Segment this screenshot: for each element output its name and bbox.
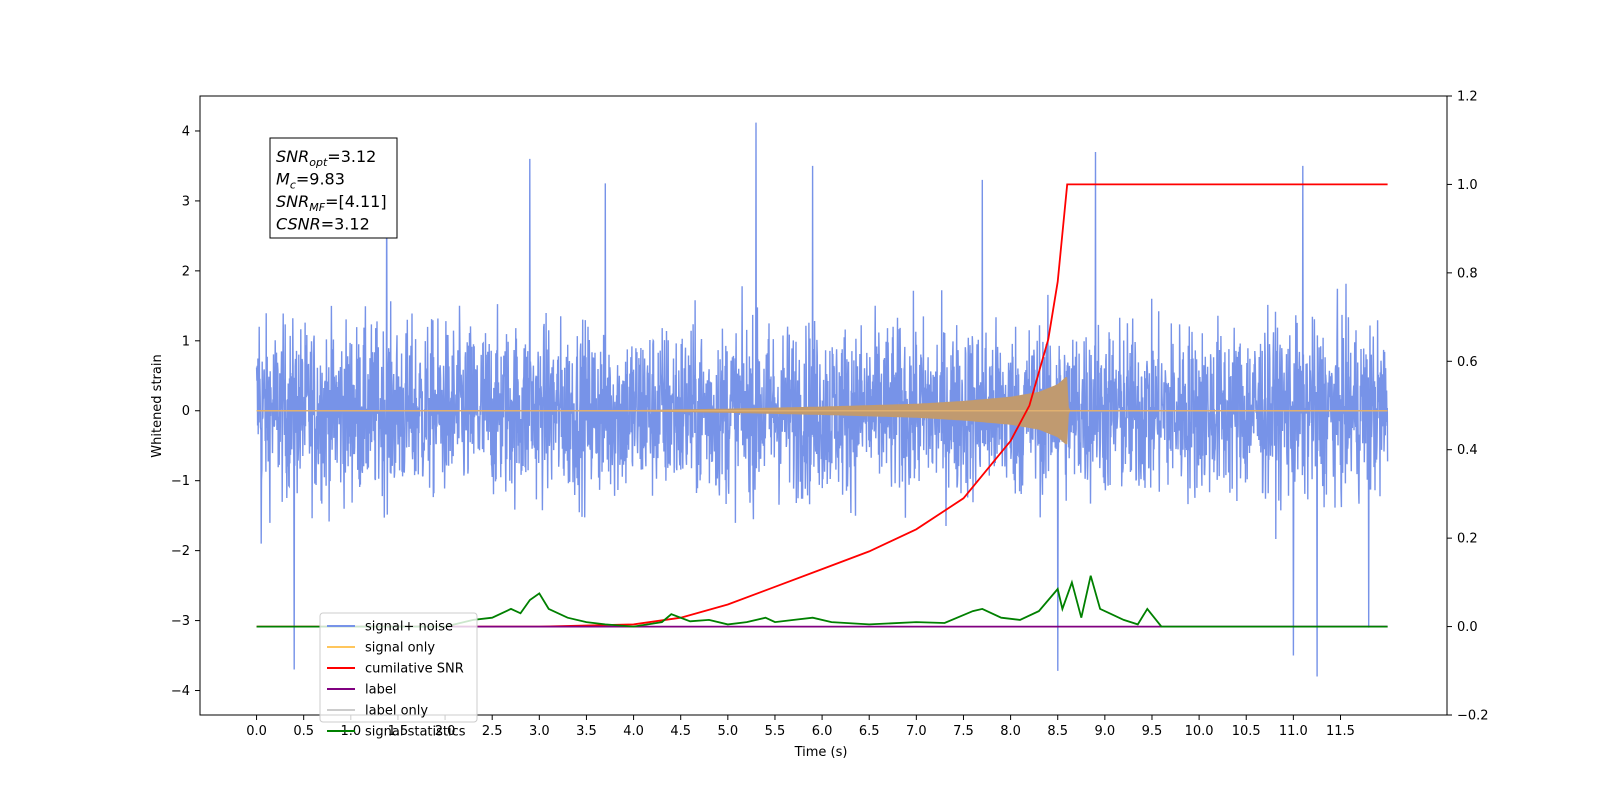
- x-tick-label: 4.5: [670, 724, 691, 739]
- x-tick-label: 5.5: [765, 724, 786, 739]
- x-tick-label: 10.0: [1185, 724, 1214, 739]
- annotation-frame: [269, 137, 398, 239]
- annotation-line: SNRopt=3.12: [276, 147, 376, 169]
- legend-label: label: [365, 683, 396, 698]
- x-tick-label: 2.0: [435, 724, 456, 739]
- y-tick-label: 4: [182, 124, 190, 139]
- annotation-line: Mc=9.83: [276, 170, 345, 192]
- y-tick-label: −1: [171, 474, 190, 489]
- y2-tick-label: 0.0: [1457, 620, 1478, 635]
- legend-label: signal only: [365, 641, 435, 656]
- x-tick-label: 10.5: [1232, 724, 1261, 739]
- x-tick-label: 3.0: [529, 724, 550, 739]
- x-tick-label: 11.5: [1326, 724, 1355, 739]
- legend: signal+ noise signal only cumilative SNR la…: [319, 612, 478, 740]
- x-tick-label: 2.5: [482, 724, 503, 739]
- y2-tick-label: 0.2: [1457, 532, 1478, 547]
- y2-tick-label: 0.4: [1457, 443, 1478, 458]
- y2-tick-label: −0.2: [1457, 709, 1489, 724]
- x-tick-label: 5.0: [717, 724, 738, 739]
- y2-tick-label: 0.6: [1457, 355, 1478, 370]
- x-tick-label: 7.0: [906, 724, 927, 739]
- x-tick-label: 3.5: [576, 724, 597, 739]
- annotation-line: CSNR=3.12: [276, 215, 370, 234]
- y-tick-label: −4: [171, 684, 190, 699]
- x-axis: 0.0 0.5 1.0 1.5 2.0 2.5 3.0 3.5 4.0 4.5 5.0 5.5 6.0 6…: [246, 715, 1355, 739]
- legend-label: cumilative SNR: [365, 662, 464, 677]
- x-tick-label: 9.5: [1142, 724, 1163, 739]
- x-tick-label: 8.0: [1000, 724, 1021, 739]
- legend-label: label only: [365, 704, 428, 719]
- y-tick-label: −2: [171, 544, 190, 559]
- y2-tick-label: 1.0: [1457, 178, 1478, 193]
- x-tick-label: 0.0: [246, 724, 267, 739]
- y2-tick-label: 1.2: [1457, 90, 1478, 105]
- series-cumilative-snr: [256, 183, 1388, 628]
- y-tick-label: 1: [182, 334, 190, 349]
- y-axis-right: −0.2 0.0 0.2 0.4 0.6 0.8 1.0 1.2: [1447, 90, 1489, 724]
- x-tick-label: 6.0: [812, 724, 833, 739]
- annotation-line: SNRMF=[4.11]: [276, 192, 387, 214]
- x-tick-label: 8.5: [1047, 724, 1068, 739]
- x-tick-label: 9.0: [1095, 724, 1116, 739]
- legend-label: signal statistics: [365, 725, 466, 740]
- x-axis-label: Time (s): [794, 745, 848, 760]
- legend-label: signal+ noise: [365, 620, 453, 635]
- x-tick-label: 11.0: [1279, 724, 1308, 739]
- y2-tick-label: 0.8: [1457, 266, 1478, 281]
- y-tick-label: 0: [182, 404, 190, 419]
- y-tick-label: 2: [182, 264, 190, 279]
- x-tick-label: 4.0: [623, 724, 644, 739]
- y-tick-label: −3: [171, 614, 190, 629]
- legend-frame: [319, 612, 478, 723]
- series-layer: [255, 122, 1389, 677]
- y-axis-left: −4 −3 −2 −1 0 1 2 3 4: [171, 124, 200, 699]
- plot-frame: [199, 95, 1448, 716]
- series-signal-statistics: [256, 575, 1388, 628]
- series-signal-noise: [255, 122, 1389, 677]
- y-axis-label: Whitened strain: [150, 354, 165, 457]
- x-tick-label: 1.5: [388, 724, 409, 739]
- x-tick-label: 6.5: [859, 724, 880, 739]
- y-tick-label: 3: [182, 194, 190, 209]
- x-tick-label: 0.5: [293, 724, 314, 739]
- x-tick-label: 7.5: [953, 724, 974, 739]
